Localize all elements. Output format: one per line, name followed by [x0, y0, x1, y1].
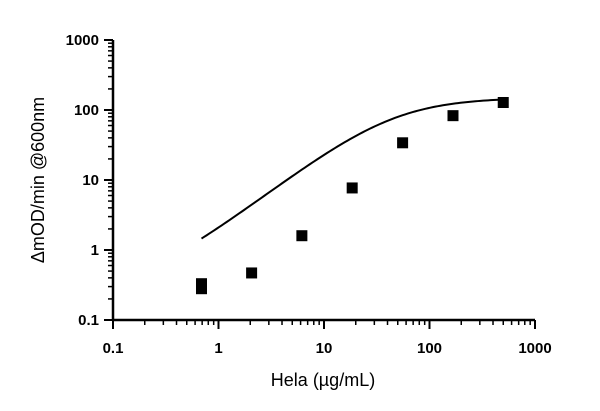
y-tick-label: 1000: [66, 32, 99, 49]
x-tick-label: 0.1: [103, 340, 124, 357]
data-point: [397, 137, 409, 149]
data-point: [346, 182, 358, 194]
x-tick-label: 1: [214, 340, 222, 357]
x-tick-labels: 0.1 1 10 100 1000: [103, 340, 552, 357]
fit-curve: [200, 98, 504, 240]
minor-ticks: [108, 42, 531, 325]
data-points: [195, 96, 509, 295]
x-tick-label: 10: [316, 340, 333, 357]
data-point: [246, 267, 258, 279]
data-point: [195, 283, 207, 295]
data-point: [497, 96, 509, 108]
x-axis-ticks: [112, 320, 536, 329]
y-tick-label: 1: [91, 242, 99, 259]
data-point: [447, 110, 459, 122]
y-axis-ticks: [104, 39, 113, 321]
x-tick-label: 100: [417, 340, 442, 357]
y-tick-labels: 0.1 1 10 100 1000: [66, 32, 99, 329]
y-tick-label: 10: [82, 172, 99, 189]
y-axis-title: ΔmOD/min @600nm: [28, 97, 48, 263]
y-tick-label: 100: [74, 102, 99, 119]
y-tick-label: 0.1: [78, 312, 99, 329]
data-point: [296, 230, 308, 242]
x-axis-title: Hela (µg/mL): [271, 370, 375, 390]
x-tick-label: 1000: [518, 340, 551, 357]
